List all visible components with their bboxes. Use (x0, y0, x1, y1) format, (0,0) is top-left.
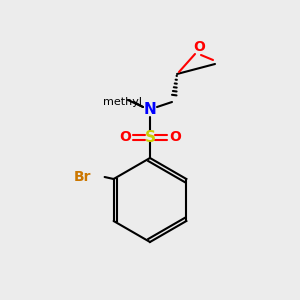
Text: O: O (169, 130, 181, 144)
Text: N: N (144, 103, 156, 118)
Text: Br: Br (74, 170, 92, 184)
Text: S: S (145, 130, 155, 145)
Text: O: O (193, 40, 205, 54)
Text: O: O (119, 130, 131, 144)
Text: methyl: methyl (103, 97, 142, 107)
